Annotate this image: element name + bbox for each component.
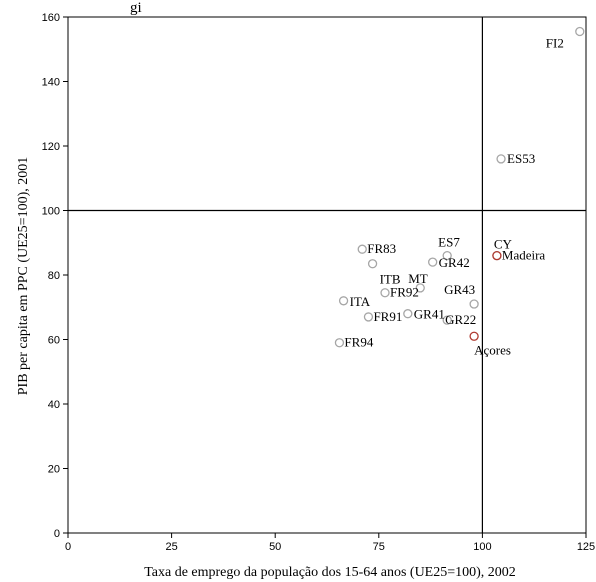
y-tick-label: 120 (42, 141, 60, 153)
data-label: GR22 (445, 312, 476, 327)
chart-title: gi (130, 0, 142, 16)
y-tick-label: 100 (42, 206, 60, 218)
x-tick-label: 75 (373, 541, 385, 553)
y-tick-label: 60 (48, 335, 60, 347)
x-axis-ticks: 0 25 50 75 100 125 (65, 533, 595, 553)
data-label: GR41 (414, 307, 445, 322)
data-label: CY (494, 237, 513, 252)
reference-lines (68, 17, 586, 533)
x-axis-label: Taxa de emprego da população dos 15-64 a… (144, 565, 516, 580)
plot-frame (67, 16, 587, 534)
data-points (334, 26, 585, 348)
x-tick-label: 25 (165, 541, 177, 553)
x-tick-label: 0 (65, 541, 71, 553)
data-point (496, 154, 506, 164)
data-label: FR91 (373, 309, 402, 324)
y-tick-label: 160 (42, 12, 60, 24)
data-point (492, 250, 502, 261)
data-point (469, 331, 479, 341)
data-label: FR94 (344, 335, 373, 350)
y-tick-label: 40 (48, 399, 60, 411)
y-tick-label: 80 (48, 270, 60, 282)
y-tick-label: 140 (42, 77, 60, 89)
data-label: ITB (380, 272, 401, 287)
y-axis-label: PIB per capita em PPC (UE25=100), 2001 (16, 157, 31, 395)
data-point (575, 26, 585, 37)
data-point (469, 299, 479, 309)
data-label: Açores (474, 342, 511, 357)
data-label: ITA (350, 294, 371, 309)
data-label: GR42 (439, 255, 470, 270)
y-tick-label: 20 (48, 464, 60, 476)
plot-border (67, 16, 587, 534)
data-point (363, 312, 374, 322)
y-tick-label: 0 (54, 528, 60, 540)
x-tick-label: 125 (577, 541, 595, 553)
data-point (380, 288, 390, 298)
x-tick-label: 100 (473, 541, 491, 553)
x-tick-label: 50 (269, 541, 281, 553)
data-label: ES53 (507, 151, 535, 166)
data-label: FI2 (546, 36, 564, 51)
data-label: MT (408, 271, 428, 286)
data-point (334, 338, 345, 348)
data-point (367, 259, 378, 269)
data-point (357, 244, 367, 254)
data-point (442, 250, 452, 261)
data-label: ES7 (438, 235, 460, 250)
data-label: GR43 (444, 282, 475, 297)
data-point (442, 315, 452, 325)
data-point (415, 283, 425, 293)
data-point (403, 309, 413, 319)
data-point (428, 257, 438, 267)
data-point (338, 296, 349, 306)
y-axis-ticks: 0 20 40 60 80 100 120 140 160 (42, 12, 68, 540)
data-label: FR83 (367, 241, 396, 256)
data-label: FR92 (390, 285, 419, 300)
data-label: Madeira (502, 248, 546, 263)
